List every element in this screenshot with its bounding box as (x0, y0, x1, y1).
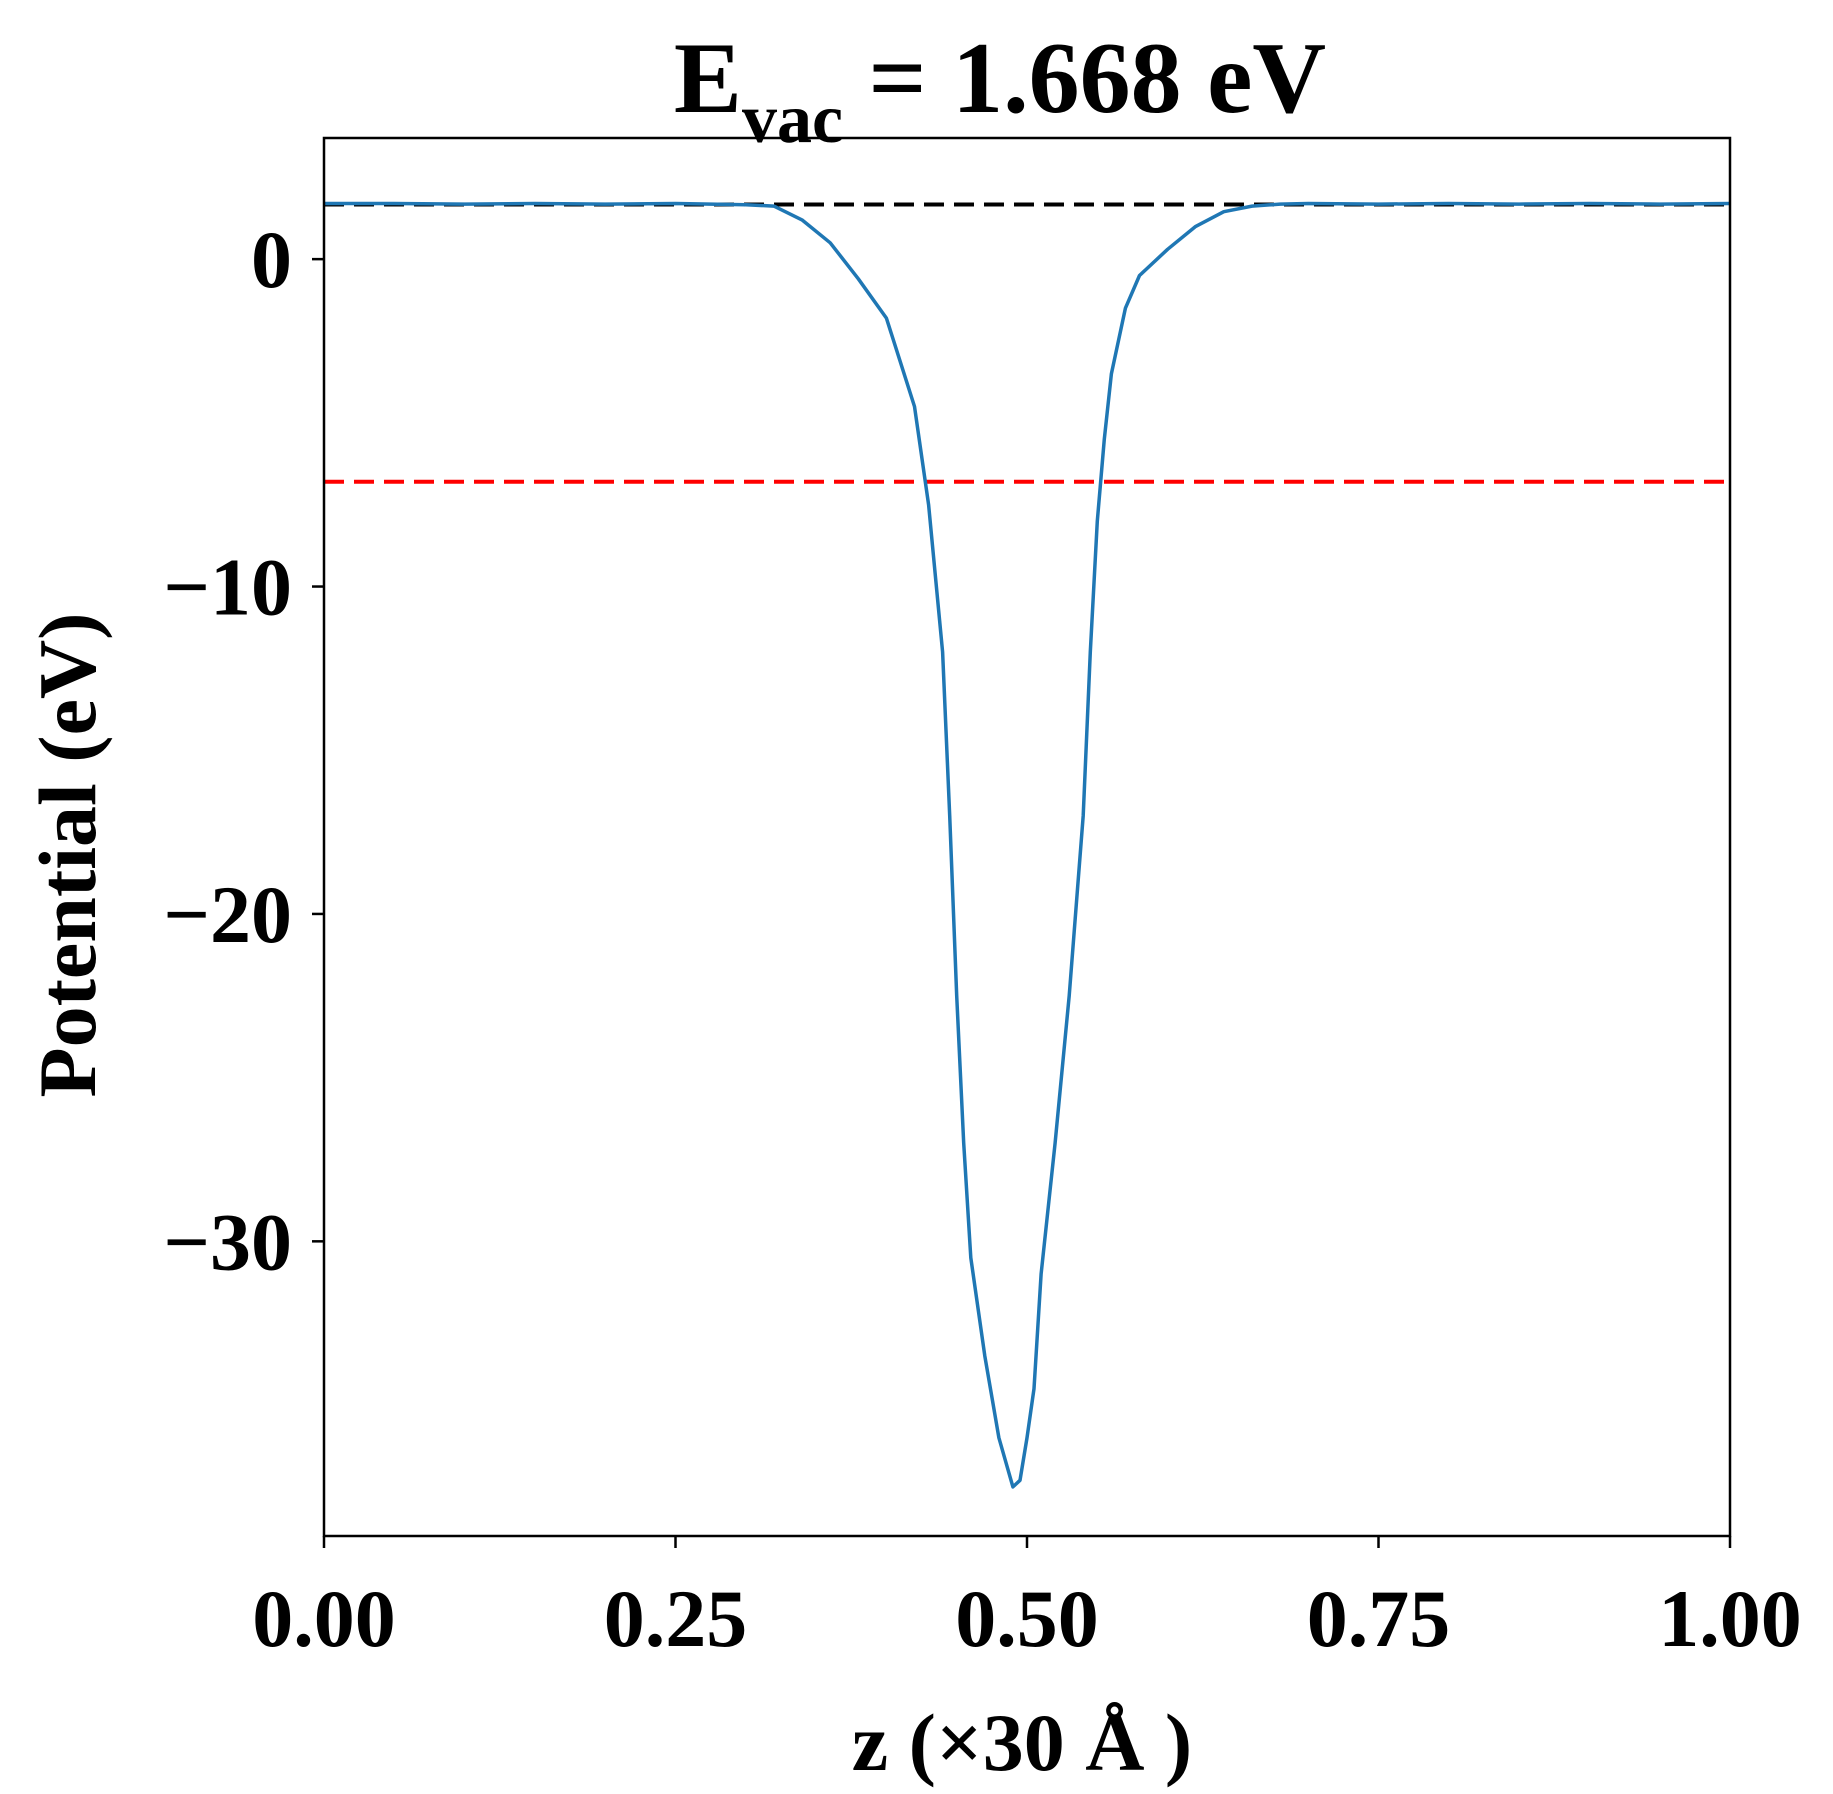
x-axis-ticks: 0.00 0.25 0.50 0.75 1.00 (252, 1536, 1802, 1664)
reference-lines (324, 202, 1730, 484)
chart-title-subscript: vac (742, 81, 843, 158)
axes-frame (322, 136, 1732, 1538)
chart-title-rest: = 1.668 eV (843, 22, 1326, 135)
chart-title-main: E (674, 22, 742, 135)
chart-title: Evac = 1.668 eV (674, 22, 1326, 158)
y-axis-ticks: 0 −10 −20 −30 (163, 214, 324, 1287)
x-tick-label: 1.00 (1658, 1573, 1802, 1664)
x-tick-label: 0.00 (252, 1573, 396, 1664)
y-tick-label: 0 (251, 214, 292, 305)
y-tick-label: −20 (163, 869, 292, 960)
x-tick-label: 0.75 (1307, 1573, 1451, 1664)
x-tick-label: 0.50 (955, 1573, 1099, 1664)
y-tick-label: −30 (163, 1196, 292, 1287)
series-layer (324, 201, 1731, 1489)
x-tick-label: 0.25 (604, 1573, 748, 1664)
x-axis-label: z (×30 Å ) (852, 1697, 1192, 1788)
series-line-0 (324, 201, 1731, 1489)
y-axis-label: Potential (eV) (22, 613, 113, 1098)
y-tick-label: −10 (163, 542, 292, 633)
